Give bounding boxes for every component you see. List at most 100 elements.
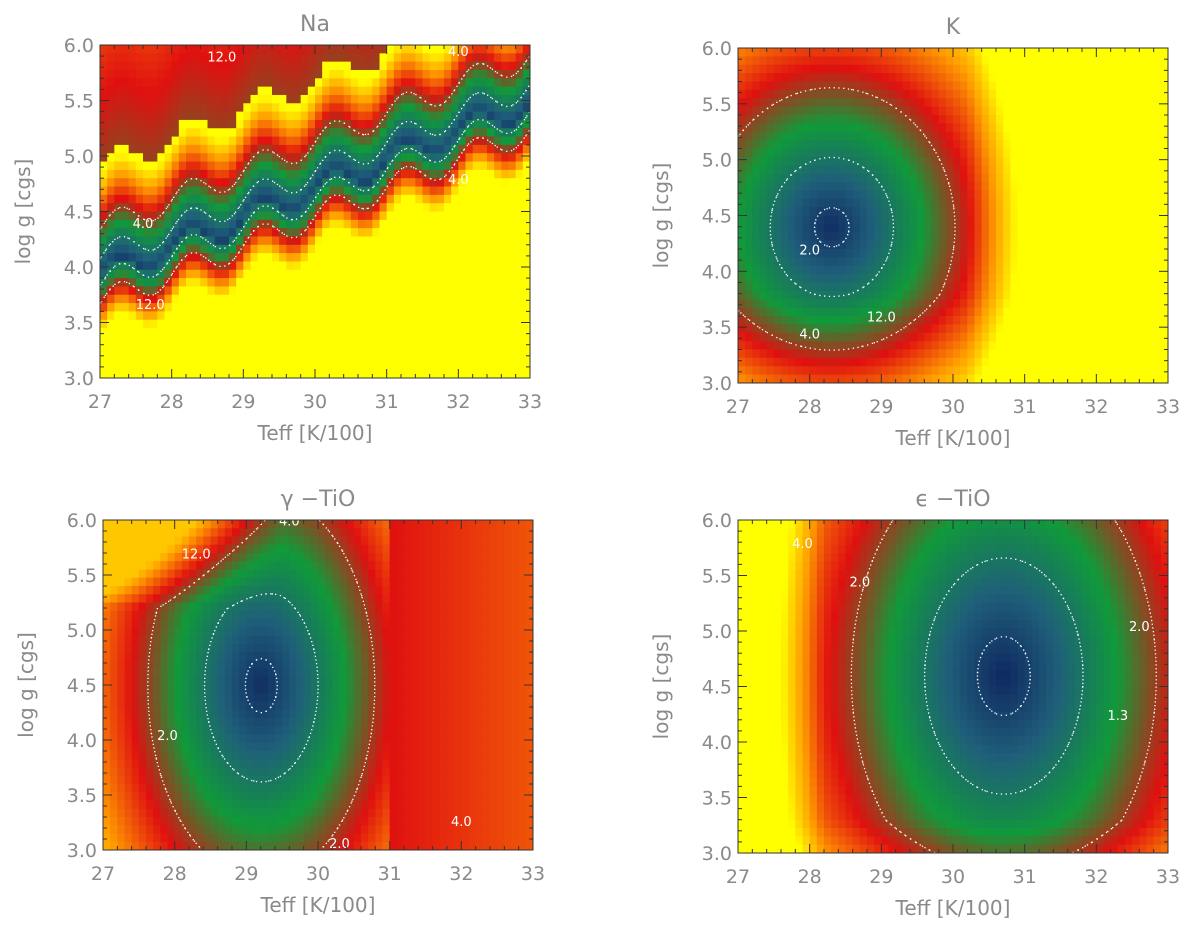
heatmap-cell	[479, 186, 488, 196]
heatmap-cell	[207, 153, 216, 163]
heatmap-cell	[752, 81, 761, 91]
heatmap-cell	[336, 86, 345, 96]
heatmap-cell	[874, 307, 882, 317]
heatmap-cell	[479, 228, 488, 238]
contour-point	[410, 91, 412, 94]
heatmap-cell	[336, 236, 345, 246]
heatmap-cell	[501, 186, 510, 196]
contour-point	[219, 191, 221, 193]
heatmap-cell	[422, 369, 431, 378]
contour-point	[119, 281, 121, 283]
heatmap-cell	[171, 269, 180, 279]
heatmap-cell	[257, 203, 266, 213]
heatmap-cell	[114, 86, 123, 96]
heatmap-cell	[766, 64, 775, 74]
heatmap-cell	[752, 207, 761, 217]
contour-point	[310, 222, 312, 224]
heatmap-cell	[838, 366, 847, 376]
heatmap-cell	[286, 136, 295, 146]
heatmap-cell	[895, 374, 904, 383]
heatmap-cell	[831, 98, 839, 108]
heatmap-cell	[135, 194, 144, 204]
heatmap-cell	[365, 69, 373, 79]
heatmap-cell	[279, 336, 287, 346]
heatmap-cell	[1053, 240, 1062, 250]
contour-point	[186, 180, 188, 182]
heatmap-cell	[773, 198, 782, 208]
heatmap-cell	[766, 81, 775, 91]
heatmap-cell	[250, 153, 259, 163]
heatmap-cell	[745, 165, 753, 175]
heatmap-cell	[393, 69, 402, 79]
heatmap-cell	[745, 357, 753, 367]
heatmap-cell	[393, 53, 402, 63]
heatmap-cell	[766, 257, 775, 267]
heatmap-cell	[343, 361, 352, 371]
contour-point	[162, 241, 165, 243]
heatmap-cell	[487, 253, 495, 263]
heatmap-cell	[358, 286, 366, 296]
heatmap-cell	[365, 319, 373, 329]
heatmap-cell	[135, 344, 144, 354]
contour-point	[233, 213, 236, 215]
heatmap-cell	[974, 115, 983, 124]
heatmap-cell	[451, 45, 459, 54]
heatmap-cell	[379, 169, 388, 179]
contour-point	[312, 218, 314, 221]
heatmap-cell	[981, 98, 990, 108]
contour-point	[238, 251, 240, 253]
heatmap-cell	[1010, 165, 1019, 175]
heatmap-cell	[250, 303, 259, 312]
heatmap-cell	[988, 240, 997, 250]
heatmap-cell	[802, 232, 811, 242]
heatmap-cell	[759, 156, 768, 166]
heatmap-cell	[436, 361, 445, 371]
heatmap-cell	[164, 153, 173, 163]
heatmap-cell	[1010, 349, 1019, 359]
heatmap-cell	[938, 332, 947, 342]
contour-point	[272, 207, 274, 210]
heatmap-cell	[372, 144, 381, 154]
heatmap-cell	[315, 94, 323, 104]
contour-point	[366, 207, 368, 210]
heatmap-cell	[888, 48, 897, 57]
contour-point	[231, 215, 233, 217]
heatmap-cell	[300, 261, 309, 271]
heatmap-cell	[766, 165, 775, 175]
heatmap-cell	[472, 194, 481, 204]
heatmap-cell	[996, 198, 1004, 208]
contour-point	[439, 133, 441, 136]
heatmap-cell	[372, 94, 381, 104]
heatmap-cell	[1053, 165, 1062, 175]
heatmap-cell	[1046, 190, 1054, 200]
heatmap-cell	[1060, 115, 1069, 124]
heatmap-cell	[164, 78, 173, 88]
heatmap-cell	[472, 228, 481, 238]
contour-point	[155, 274, 158, 276]
heatmap-cell	[221, 261, 230, 271]
heatmap-cell	[193, 161, 201, 171]
heatmap-cell	[178, 278, 187, 288]
heatmap-cell	[408, 319, 416, 329]
heatmap-cell	[171, 336, 180, 346]
heatmap-cell	[408, 286, 416, 296]
heatmap-cell	[831, 73, 839, 83]
heatmap-cell	[128, 344, 137, 354]
heatmap-cell	[867, 324, 875, 334]
heatmap-cell	[881, 265, 890, 275]
heatmap-cell	[401, 128, 409, 138]
heatmap-cell	[773, 223, 782, 233]
heatmap-cell	[931, 282, 940, 292]
heatmap-cell	[322, 219, 330, 229]
heatmap-cell	[114, 303, 123, 312]
heatmap-cell	[874, 156, 882, 166]
heatmap-cell	[372, 344, 381, 354]
heatmap-cell	[910, 140, 918, 150]
heatmap-cell	[1053, 106, 1062, 116]
heatmap-cell	[451, 353, 459, 362]
heatmap-cell	[401, 203, 409, 213]
heatmap-cell	[838, 307, 847, 317]
heatmap-cell	[838, 223, 847, 233]
heatmap-cell	[859, 232, 868, 242]
contour-point	[477, 137, 479, 139]
